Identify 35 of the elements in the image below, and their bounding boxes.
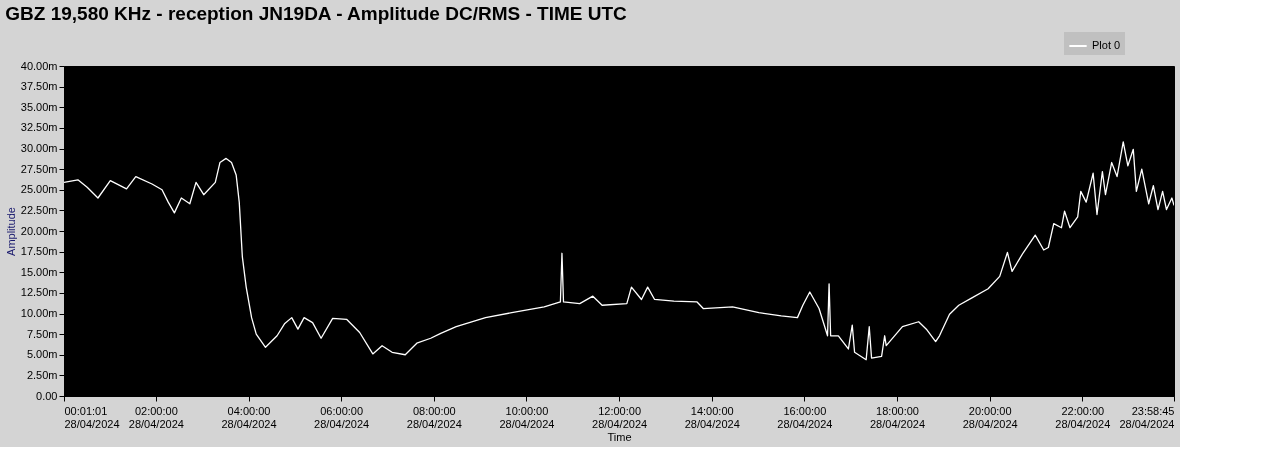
y-tick-label: 0.00 [36, 389, 58, 402]
y-tick-label: 40.00m [20, 59, 58, 72]
x-tick-label: 22:00:00 28/04/2024 [1055, 404, 1111, 430]
x-tick-label: 16:00:00 28/04/2024 [777, 404, 833, 430]
y-tick-label: 27.50m [20, 162, 58, 175]
y-tick-label: 7.50m [26, 327, 58, 340]
x-tick-label: 06:00:00 28/04/2024 [314, 404, 370, 430]
chart-title: GBZ 19,580 KHz - reception JN19DA - Amplitude DC/RMS - TIME UTC [5, 3, 628, 24]
line-series [64, 141, 1174, 361]
x-tick-label: 04:00:00 28/04/2024 [221, 404, 277, 430]
x-tick-label: 20:00:00 28/04/2024 [962, 404, 1018, 430]
x-tick-label: 02:00:00 28/04/2024 [128, 404, 184, 430]
y-tick-label: 10.00m [20, 307, 58, 319]
x-tick-label: 14:00:00 28/04/2024 [684, 404, 740, 430]
y-axis-title: Amplitude [4, 207, 17, 256]
y-tick-label: 37.50m [20, 80, 58, 93]
y-tick-label: 32.50m [20, 121, 58, 134]
y-tick-label: 20.00m [20, 224, 58, 237]
y-tick-label: 25.00m [20, 183, 58, 196]
y-tick-label: 17.50m [20, 245, 58, 258]
x-tick-label: 00:01:01 28/04/2024 [64, 404, 120, 430]
y-tick-label: 35.00m [20, 100, 58, 113]
x-tick-label: 23:58:45 28/04/2024 [1119, 404, 1175, 430]
y-tick-label: 2.50m [26, 368, 58, 381]
x-tick-label: 08:00:00 28/04/2024 [406, 404, 462, 430]
legend-label: Plot 0 [1092, 39, 1121, 51]
y-tick-label: 15.00m [20, 265, 58, 278]
x-tick-label: 12:00:00 28/04/2024 [592, 404, 648, 430]
y-tick-label: 5.00m [26, 348, 58, 361]
x-tick-label: 18:00:00 28/04/2024 [870, 404, 926, 430]
x-axis-title: Time [607, 430, 632, 443]
y-tick-label: 30.00m [20, 142, 58, 154]
y-tick-label: 22.50m [20, 203, 58, 216]
y-tick-label: 12.50m [20, 286, 58, 299]
x-tick-label: 10:00:00 28/04/2024 [499, 404, 555, 430]
